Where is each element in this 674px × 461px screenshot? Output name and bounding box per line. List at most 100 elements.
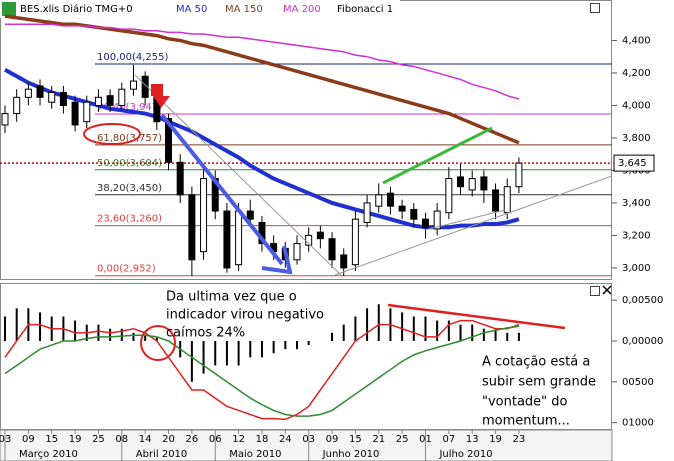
candle-body [59,91,67,106]
x-tick-label: 25 [92,434,105,445]
candle-body [129,80,137,90]
y-tick-label: 3,200 [622,230,651,241]
candle-body [83,101,91,123]
x-tick-label: 15 [349,434,362,445]
candle-body [480,176,488,191]
candle-body [468,178,476,191]
moving-average [5,23,520,100]
macd-line [4,325,520,417]
candle-body [200,178,208,253]
x-tick-label: 26 [186,434,199,445]
candle-body [410,208,418,220]
y-tick-label: 0,00000 [622,336,663,347]
candle-body [293,243,301,261]
maximize-button[interactable] [590,3,600,13]
candle-body [421,218,429,228]
candle-body [398,205,406,212]
x-tick-label: 21 [372,434,385,445]
legend-fibonacci: Fibonacci 1 [337,4,393,15]
y-tick-label: 4,000 [622,100,651,111]
candle-body [48,91,56,103]
x-tick-label: 19 [489,434,502,445]
candle-body [328,238,336,261]
x-tick-label: 03 [302,434,315,445]
x-tick-label: 15 [45,434,58,445]
fib-label: 23,60(3,260) [97,214,162,225]
month-label: Junho 2010 [322,449,380,460]
y-tick-label: 3,800 [622,133,651,144]
annotation: "vontade" do [482,395,568,410]
candle-body [165,117,173,163]
chart-title: BES.xlis Diário TMG+0 [20,3,133,15]
y-tick-label: 4,200 [622,68,651,79]
x-tick-label: 09 [22,434,35,445]
x-tick-label: 12 [232,434,245,445]
x-tick-label: 01 [419,434,432,445]
legend-ma50: MA 50 [176,4,207,15]
x-tick-label: 25 [396,434,409,445]
eq-icon[interactable] [2,2,16,16]
candle-body [503,186,511,214]
candle-body [386,192,394,207]
fib-label: 100,00(4,255) [97,52,169,63]
candle-body [375,194,383,207]
candle-body [492,189,500,212]
x-tick-label: 13 [466,434,479,445]
candle-body [223,210,231,269]
header-band [0,0,400,18]
month-label: Abril 2010 [136,449,187,460]
candle-body [1,113,9,126]
annotation: subir sem grande [482,375,596,390]
candle-body [94,96,102,106]
annotation: caímos 24% [166,326,245,341]
candle-body [433,210,441,230]
candle-body [188,194,196,261]
y-tick-label: 0,00500 [622,295,663,306]
x-tick-label: 18 [256,434,269,445]
maximize-button[interactable] [590,286,600,296]
legend-ma200: MA 200 [283,4,321,15]
close-button[interactable] [602,285,612,295]
y-tick-label: 00500 [622,377,654,388]
annotation: Da ultima vez que o [166,290,297,305]
y-tick-label: 3,000 [622,263,651,274]
moving-average [4,67,520,230]
candle-body [351,218,359,266]
candle-body [363,202,371,223]
x-tick-label: 24 [279,434,292,445]
candle-body [457,176,465,188]
month-label: Julho 2010 [438,449,492,460]
candle-body [340,254,348,269]
candle-body [36,85,44,98]
candle-body [71,101,79,126]
candle-body [445,178,453,214]
down-arrow-head [261,245,293,275]
down-arrow [160,113,284,266]
annotation: momentum... [482,414,570,429]
candle-body [118,88,126,106]
trend-line [382,126,493,185]
candle-body [246,210,254,220]
x-tick-label: 06 [209,434,222,445]
candle-body [141,75,149,98]
x-axis-band [0,429,613,461]
y-tick-label: 01000 [622,418,654,429]
fib-trend-line [134,74,343,277]
highlight-ellipse [83,123,141,145]
macd-line [4,319,520,421]
fib-label: 61,80(3,757) [97,133,162,144]
x-tick-label: 23 [513,434,526,445]
month-label: Março 2010 [19,449,78,460]
fib-label: 38,20(3,450) [97,183,162,194]
legend-ma150: MA 150 [225,4,263,15]
last-price-label: 3,645 [618,158,647,169]
candle-body [176,161,184,196]
y-tick-label: 3,400 [622,198,651,209]
annotations: Da ultima vez que o indicador virou nega… [83,74,613,429]
x-tick-label: 14 [139,434,152,445]
last-price-box [613,154,655,172]
candle-body [316,231,324,240]
x-tick-label: 08 [115,434,128,445]
